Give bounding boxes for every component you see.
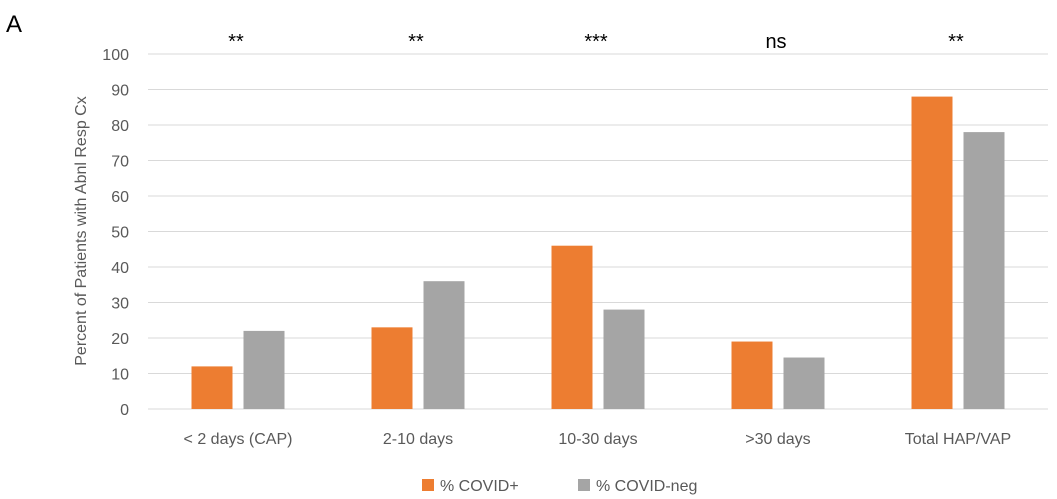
significance-label: ** xyxy=(228,31,244,53)
significance-label: ** xyxy=(948,31,964,53)
y-tick-label: 60 xyxy=(111,189,129,206)
legend-label: % COVID-neg xyxy=(596,478,697,495)
y-tick-label: 0 xyxy=(120,402,129,419)
legend: % COVID+ % COVID-neg xyxy=(422,478,697,495)
y-tick-label: 100 xyxy=(102,47,129,64)
x-tick-label: < 2 days (CAP) xyxy=(184,431,293,448)
y-tick-label: 10 xyxy=(111,367,129,384)
y-tick-label: 50 xyxy=(111,225,129,242)
bar-covid-pos xyxy=(371,327,413,409)
x-tick-label: Total HAP/VAP xyxy=(905,431,1011,448)
bar-covid-pos xyxy=(731,341,773,409)
y-tick-label: 80 xyxy=(111,118,129,135)
y-tick-label: 40 xyxy=(111,260,129,277)
bar-covid-pos xyxy=(191,366,233,409)
legend-swatch xyxy=(422,479,434,491)
bar-covid-neg xyxy=(423,281,465,409)
y-tick-label: 20 xyxy=(111,331,129,348)
significance-label: ns xyxy=(765,31,786,53)
bars xyxy=(191,96,1005,409)
gridlines xyxy=(148,53,1048,410)
y-tick-labels: 0 10 20 30 40 50 60 70 80 90 100 xyxy=(102,47,129,419)
y-tick-label: 70 xyxy=(111,154,129,171)
bar-covid-neg xyxy=(963,132,1005,409)
bar-covid-pos xyxy=(911,96,953,409)
y-tick-label: 90 xyxy=(111,83,129,100)
bar-covid-neg xyxy=(243,330,285,409)
significance-label: *** xyxy=(584,31,608,53)
legend-swatch xyxy=(578,479,590,491)
panel-label: A xyxy=(6,11,22,38)
x-tick-label: >30 days xyxy=(745,431,810,448)
y-axis-title: Percent of Patients with Abnl Resp Cx xyxy=(73,96,90,365)
legend-label: % COVID+ xyxy=(440,478,519,495)
bar-covid-pos xyxy=(551,245,593,409)
x-tick-label: 10-30 days xyxy=(558,431,637,448)
y-tick-label: 30 xyxy=(111,296,129,313)
bar-covid-neg xyxy=(603,309,645,409)
significance-labels: ** ** *** ns ** xyxy=(228,31,964,53)
bar-covid-neg xyxy=(783,357,825,409)
x-tick-label: 2-10 days xyxy=(383,431,453,448)
x-tick-labels: < 2 days (CAP) 2-10 days 10-30 days >30 day… xyxy=(184,431,1012,448)
significance-label: ** xyxy=(408,31,424,53)
